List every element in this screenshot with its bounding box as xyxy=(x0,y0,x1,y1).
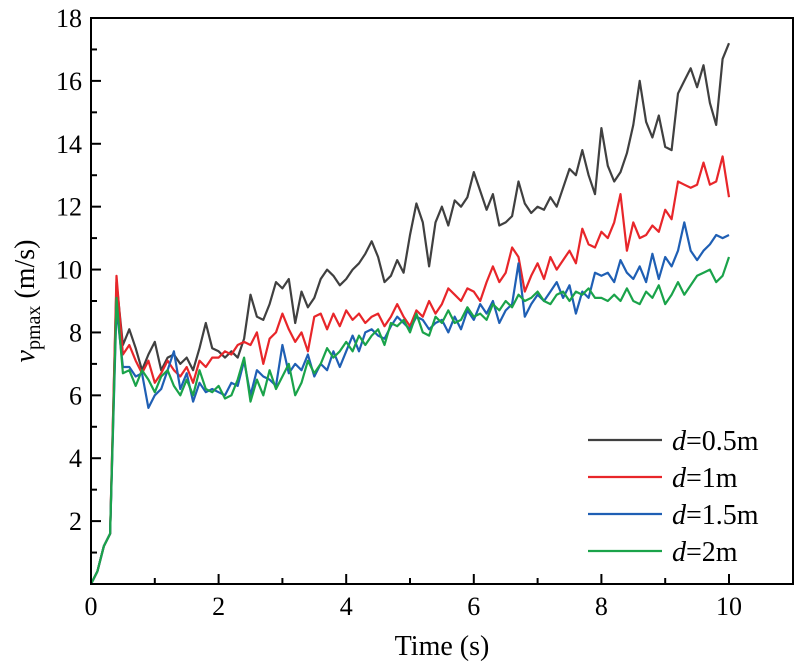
legend: d=0.5md=1md=1.5md=2m xyxy=(588,426,759,568)
legend-label-var-1: d xyxy=(672,426,687,457)
legend-label-4: d=2m xyxy=(672,537,738,568)
x-tick-label-8: 8 xyxy=(595,592,608,621)
axis-ticks xyxy=(90,17,730,584)
chart-series-layer xyxy=(90,42,731,585)
y-axis-label-unit: (m/s) xyxy=(10,240,41,306)
legend-label-1: d=0.5m xyxy=(672,426,759,457)
x-tick-label-10: 10 xyxy=(716,592,742,621)
x-axis-label: Time (s) xyxy=(395,631,490,662)
series-line-4 xyxy=(90,256,731,585)
y-tick-label-10: 10 xyxy=(56,256,82,285)
x-tick-label-6: 6 xyxy=(467,592,480,621)
y-tick-label-2: 2 xyxy=(69,507,82,536)
y-tick-label-14: 14 xyxy=(56,130,82,159)
axis-tick-labels: 0 2 4 6 8 10 2 4 6 8 10 12 14 16 18 xyxy=(56,4,742,621)
legend-label-var-2: d xyxy=(672,463,687,494)
y-tick-label-6: 6 xyxy=(69,381,82,410)
legend-label-value-1: =0.5m xyxy=(686,426,759,457)
legend-label-var-4: d xyxy=(672,537,687,568)
legend-label-value-4: =2m xyxy=(686,537,738,568)
y-tick-label-4: 4 xyxy=(69,444,82,473)
y-axis-label: vpmax (m/s) xyxy=(10,240,45,363)
series-line-1 xyxy=(90,42,731,585)
x-tick-label-2: 2 xyxy=(212,592,225,621)
x-tick-label-0: 0 xyxy=(85,592,98,621)
legend-label-2: d=1m xyxy=(672,463,738,494)
series-line-2 xyxy=(90,155,731,585)
series-line-3 xyxy=(90,221,730,585)
x-tick-label-4: 4 xyxy=(340,592,353,621)
y-tick-label-18: 18 xyxy=(56,4,82,33)
legend-label-value-2: =1m xyxy=(686,463,738,494)
y-tick-label-12: 12 xyxy=(56,193,82,222)
legend-label-var-3: d xyxy=(672,500,687,531)
y-tick-label-8: 8 xyxy=(69,318,82,347)
y-axis-label-var: v xyxy=(10,349,41,362)
y-tick-label-16: 16 xyxy=(56,67,82,96)
legend-label-3: d=1.5m xyxy=(672,500,759,531)
y-axis-label-sub: pmax xyxy=(23,306,45,350)
legend-label-value-3: =1.5m xyxy=(686,500,759,531)
